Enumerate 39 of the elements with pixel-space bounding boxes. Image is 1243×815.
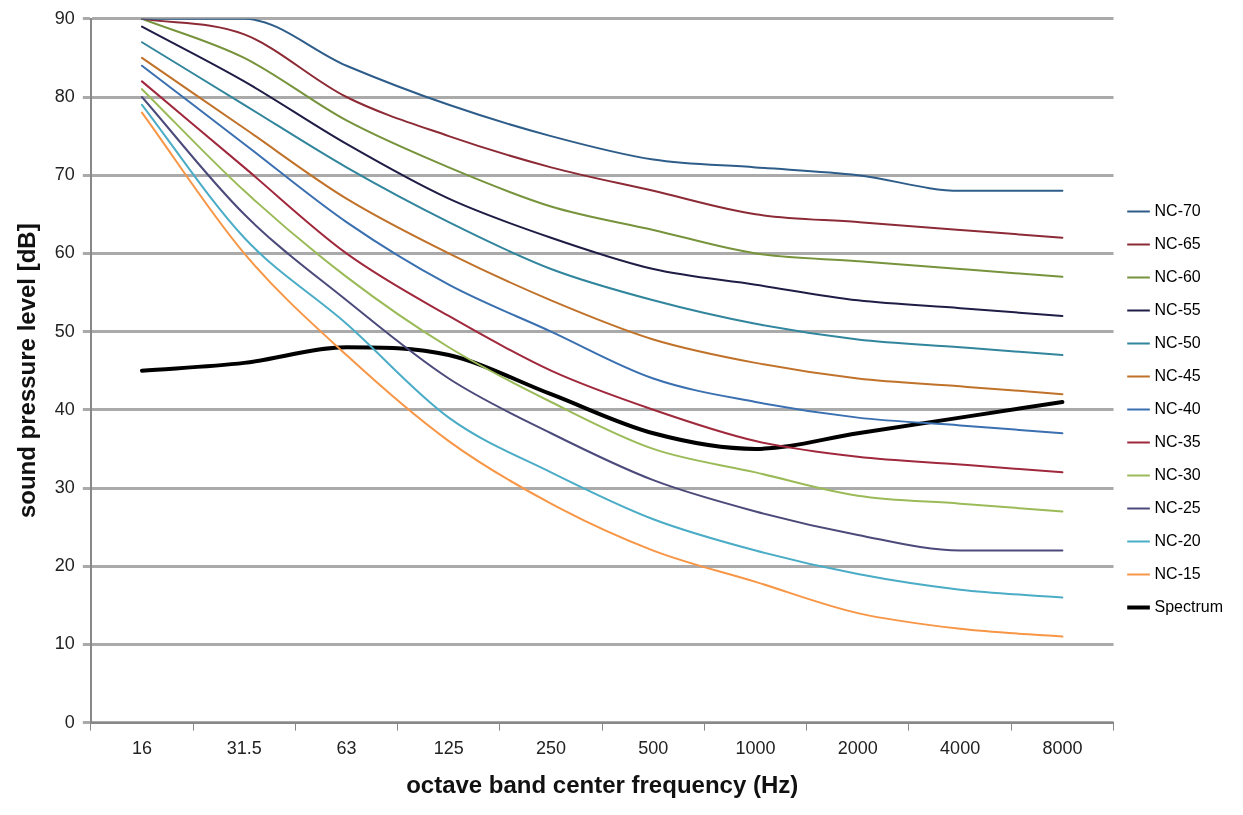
legend-label: NC-45 (1154, 366, 1201, 384)
y-tick-label: 80 (54, 85, 75, 106)
x-tick-label: 2000 (837, 738, 878, 759)
line-series (139, 345, 1065, 451)
line-series (140, 41, 1064, 357)
legend-label: NC-40 (1154, 399, 1201, 417)
y-tick-label: 0 (64, 711, 75, 732)
y-tick-label: 40 (54, 398, 75, 419)
legend-label: NC-50 (1154, 333, 1201, 351)
legend-label: NC-60 (1154, 267, 1201, 285)
legend-label: NC-35 (1154, 432, 1201, 450)
y-tick-label: 90 (54, 7, 75, 28)
x-tick-label: 125 (433, 738, 464, 759)
legend-label: NC-30 (1154, 465, 1201, 483)
x-tick-label: 4000 (940, 738, 981, 759)
legend-label: NC-65 (1154, 234, 1201, 252)
y-tick-label: 60 (54, 242, 75, 263)
x-tick-label: 500 (638, 738, 669, 759)
y-axis-title: sound pressure level [dB] (13, 223, 41, 519)
line-series (140, 25, 1064, 317)
legend-label: NC-15 (1154, 564, 1201, 582)
x-tick-label: 8000 (1042, 738, 1083, 759)
y-tick-label: 10 (54, 633, 75, 654)
legend-label: NC-70 (1154, 201, 1201, 219)
y-tick-label: 50 (54, 320, 75, 341)
legend-label: NC-20 (1154, 531, 1201, 549)
x-axis-title: octave band center frequency (Hz) (406, 771, 799, 799)
line-series (140, 18, 1064, 192)
y-tick-label: 20 (54, 555, 75, 576)
x-tick-label: 1000 (735, 738, 776, 759)
y-tick-label: 70 (54, 164, 75, 185)
x-tick-label: 63 (336, 738, 357, 759)
legend-label: NC-55 (1154, 300, 1201, 318)
legend-label: Spectrum (1154, 597, 1223, 615)
x-tick-label: 16 (131, 738, 152, 759)
y-tick-label: 30 (54, 476, 75, 497)
legend-label: NC-25 (1154, 498, 1201, 516)
x-tick-label: 31.5 (226, 738, 262, 759)
x-tick-label: 250 (536, 738, 567, 759)
